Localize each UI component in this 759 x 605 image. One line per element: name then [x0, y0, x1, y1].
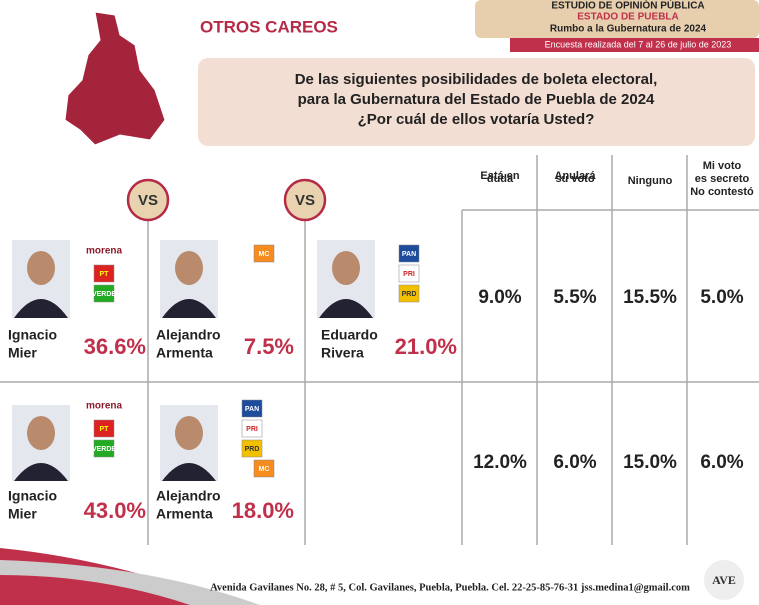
party-logo: morena	[86, 401, 123, 412]
column-header: su voto	[555, 173, 594, 185]
candidate-result: 43.0%	[84, 498, 146, 523]
photo-suit	[319, 299, 373, 318]
party-logo-bg	[398, 284, 420, 303]
question-line: ¿Por cuál de ellos votaría Usted?	[358, 111, 595, 128]
candidate-name: Alejandro	[156, 488, 221, 504]
footer-logo: AVE	[712, 573, 736, 587]
vs-label: VS	[138, 192, 158, 209]
photo-head	[27, 416, 55, 450]
party-logo: PAN	[245, 406, 259, 413]
column-header: Mi voto	[703, 160, 742, 172]
candidate-name: Armenta	[156, 506, 213, 522]
state-title: ESTADO DE PUEBLA	[577, 12, 679, 23]
other-result: 6.0%	[700, 452, 743, 473]
column-header: Está en	[480, 170, 519, 182]
state-map	[64, 11, 166, 146]
vs-circle	[126, 178, 170, 222]
party-logo: PT	[100, 271, 110, 278]
candidate-name: Eduardo	[321, 327, 378, 343]
party-logo-bg	[93, 419, 115, 438]
candidate-result: 18.0%	[232, 498, 294, 523]
party-logo: VERDE	[92, 291, 116, 298]
party-logo: PRD	[245, 446, 260, 453]
candidate-name: Mier	[8, 506, 37, 522]
candidate-name: Mier	[8, 345, 37, 361]
party-logo: MC	[259, 466, 270, 473]
party-logo-bg	[241, 399, 263, 418]
footer-address: Avenida Gavilanes No. 28, # 5, Col. Gavi…	[210, 582, 690, 593]
column-header: duda	[487, 173, 514, 185]
party-logo: morena	[86, 246, 123, 257]
photo-head	[332, 251, 360, 285]
photo-head	[175, 251, 203, 285]
question-line: para la Gubernatura del Estado de Puebla…	[298, 91, 655, 108]
party-logo-bg	[241, 419, 263, 438]
grid	[0, 155, 759, 545]
question-line: De las siguientes posibilidades de bolet…	[295, 71, 658, 88]
party-logo-bg	[93, 284, 115, 303]
other-result: 5.5%	[553, 287, 596, 308]
photo-head	[175, 416, 203, 450]
candidate-name: Ignacio	[8, 488, 57, 504]
photo-suit	[14, 463, 68, 481]
party-logo: VERDE	[92, 446, 116, 453]
party-logo: PAN	[402, 251, 416, 258]
footer-wave-grey	[0, 560, 260, 605]
date-bar	[510, 38, 759, 52]
header-box	[475, 0, 759, 38]
vs-circle	[283, 178, 327, 222]
party-logo-bg	[253, 244, 275, 263]
candidate-name: Alejandro	[156, 327, 221, 343]
party-logo-bg	[241, 439, 263, 458]
candidate-name: Ignacio	[8, 327, 57, 343]
study-title: ESTUDIO DE OPINIÓN PÚBLICA	[551, 0, 704, 12]
candidate-name: Rivera	[321, 345, 364, 361]
party-logo-bg	[93, 439, 115, 458]
photo-suit	[162, 463, 216, 481]
photo-suit	[14, 299, 68, 318]
party-logo: PRI	[403, 271, 415, 278]
column-header: Ninguno	[628, 175, 673, 187]
column-header: es secreto	[695, 173, 750, 185]
photo-suit	[162, 299, 216, 318]
party-logo: PRI	[246, 426, 258, 433]
party-logo-bg	[398, 264, 420, 283]
other-result: 9.0%	[478, 287, 521, 308]
other-result: 6.0%	[553, 452, 596, 473]
candidate-result: 36.6%	[84, 334, 146, 359]
vs-label: VS	[295, 192, 315, 209]
candidate-name: Armenta	[156, 345, 213, 361]
party-logo: MC	[259, 251, 270, 258]
party-logo-bg	[253, 459, 275, 478]
candidate-result: 21.0%	[395, 334, 457, 359]
party-logo-bg	[93, 264, 115, 283]
other-result: 12.0%	[473, 452, 527, 473]
column-header: No contestó	[690, 186, 754, 198]
other-result: 15.5%	[623, 287, 677, 308]
subtitle: Rumbo a la Gubernatura de 2024	[550, 24, 707, 35]
other-result: 15.0%	[623, 452, 677, 473]
question-box	[198, 58, 755, 146]
survey-dates: Encuesta realizada del 7 al 26 de julio …	[545, 39, 732, 49]
party-logo: PRD	[402, 291, 417, 298]
logo-bg	[704, 560, 744, 600]
column-header: Anulará	[555, 170, 597, 182]
candidate-result: 7.5%	[244, 334, 294, 359]
photo-head	[27, 251, 55, 285]
party-logo: PT	[100, 426, 110, 433]
section-title: OTROS CAREOS	[200, 17, 338, 36]
party-logo-bg	[398, 244, 420, 263]
other-result: 5.0%	[700, 287, 743, 308]
